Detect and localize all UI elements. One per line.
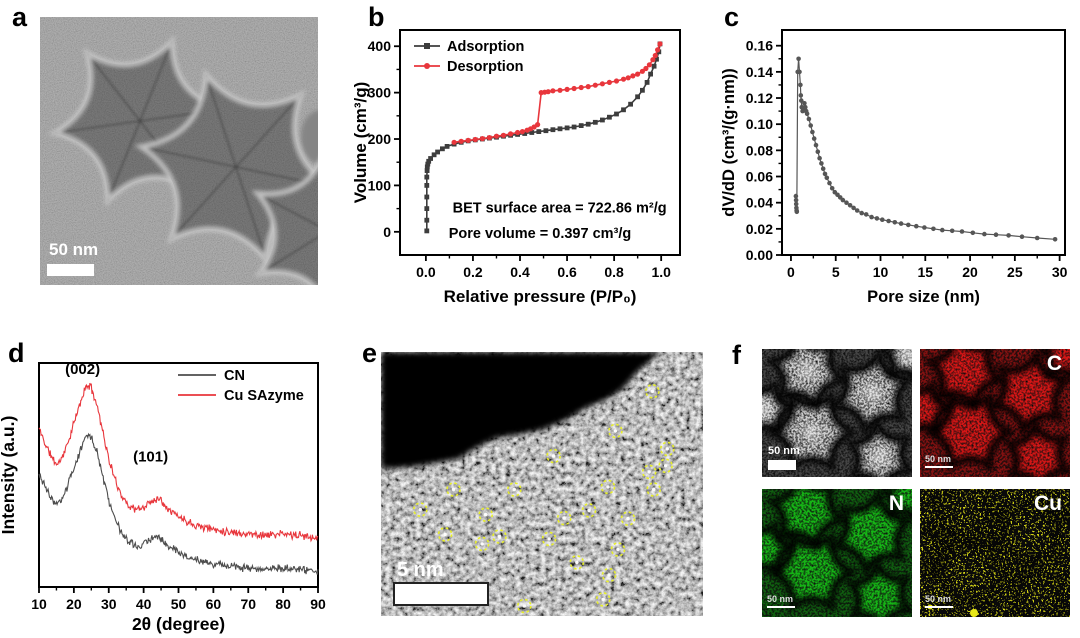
element-label-n: N bbox=[888, 492, 904, 515]
svg-text:0.6: 0.6 bbox=[557, 264, 577, 280]
svg-text:30: 30 bbox=[101, 596, 117, 612]
xrd-chart: 10 20 30 40 50 60 70 80 90 2θ (degree) Intensity (… bbox=[0, 361, 326, 634]
element-label-cu: Cu bbox=[1034, 492, 1062, 515]
eds-map-n: N 50 nm bbox=[762, 489, 912, 617]
svg-text:1.0: 1.0 bbox=[651, 264, 671, 280]
svg-text:10: 10 bbox=[873, 264, 889, 280]
svg-text:15: 15 bbox=[918, 264, 934, 280]
scale-bar bbox=[767, 606, 795, 608]
svg-text:0.4: 0.4 bbox=[510, 264, 530, 280]
scale-bar bbox=[925, 466, 953, 468]
svg-text:0.16: 0.16 bbox=[746, 38, 773, 54]
svg-text:BET surface area = 722.86 m²/g: BET surface area = 722.86 m²/g bbox=[453, 200, 667, 216]
panel-label-f: f bbox=[732, 340, 741, 370]
scale-bar-label: 50 nm bbox=[49, 240, 99, 259]
svg-text:400: 400 bbox=[368, 38, 392, 54]
svg-text:dV/dD (cm³/(g·nm)): dV/dD (cm³/(g·nm)) bbox=[720, 68, 738, 216]
svg-text:80: 80 bbox=[275, 596, 291, 612]
svg-text:0.14: 0.14 bbox=[746, 64, 773, 80]
panel-label-c: c bbox=[724, 2, 740, 32]
eds-map-c: C 50 nm bbox=[920, 349, 1070, 477]
svg-text:90: 90 bbox=[310, 596, 326, 612]
isotherm-chart: 0.0 0.2 0.4 0.6 0.8 1.0 0 100 200 300 400 Relative … bbox=[351, 29, 681, 306]
svg-text:30: 30 bbox=[1052, 264, 1068, 280]
svg-text:0.0: 0.0 bbox=[416, 264, 436, 280]
element-label-c: C bbox=[1046, 352, 1062, 375]
svg-text:100: 100 bbox=[368, 177, 392, 193]
svg-text:300: 300 bbox=[368, 85, 392, 101]
svg-text:0.10: 0.10 bbox=[746, 116, 773, 132]
panel-label-e: e bbox=[362, 338, 378, 368]
eds-map-haadf: 50 nm bbox=[762, 349, 912, 477]
panel-label-d: d bbox=[8, 338, 25, 368]
scale-bar bbox=[925, 606, 953, 608]
eds-map-haadf-canvas bbox=[762, 349, 912, 477]
svg-text:20: 20 bbox=[962, 264, 978, 280]
svg-text:0.06: 0.06 bbox=[746, 169, 773, 185]
svg-text:(101): (101) bbox=[133, 449, 168, 466]
svg-text:Cu SAzyme: Cu SAzyme bbox=[224, 388, 304, 404]
svg-text:0.04: 0.04 bbox=[746, 195, 773, 211]
svg-text:Volume (cm³/g): Volume (cm³/g) bbox=[351, 82, 370, 204]
svg-text:50: 50 bbox=[171, 596, 187, 612]
eds-map-cu: Cu 50 nm bbox=[920, 489, 1070, 617]
svg-text:60: 60 bbox=[206, 596, 222, 612]
svg-text:Adsorption: Adsorption bbox=[447, 39, 524, 55]
scale-bar bbox=[393, 582, 489, 606]
stem-image: 5 nm bbox=[381, 352, 703, 616]
svg-text:0.2: 0.2 bbox=[463, 264, 483, 280]
svg-text:25: 25 bbox=[1007, 264, 1023, 280]
scale-bar bbox=[768, 460, 796, 470]
scale-bar-label: 50 nm bbox=[767, 594, 794, 604]
svg-text:20: 20 bbox=[66, 596, 82, 612]
svg-text:40: 40 bbox=[136, 596, 152, 612]
svg-text:0.12: 0.12 bbox=[746, 90, 773, 106]
svg-text:Pore size (nm): Pore size (nm) bbox=[867, 288, 980, 306]
scale-bar bbox=[47, 264, 94, 276]
svg-text:Intensity (a.u.): Intensity (a.u.) bbox=[0, 416, 18, 535]
stem-image-canvas bbox=[381, 352, 703, 616]
scale-bar-label: 50 nm bbox=[925, 454, 952, 464]
panel-label-b: b bbox=[368, 2, 385, 32]
pore-size-chart: 0 5 10 15 20 25 30 0.00 0.02 0.04 0.06 0.08 0.10 0.12… bbox=[720, 29, 1068, 306]
scale-bar-label: 5 nm bbox=[397, 559, 444, 581]
eds-map-cu-canvas bbox=[920, 489, 1070, 617]
eds-map-c-canvas bbox=[920, 349, 1070, 477]
svg-text:0: 0 bbox=[383, 224, 391, 240]
svg-text:0.00: 0.00 bbox=[746, 247, 773, 263]
tem-image-canvas bbox=[40, 17, 318, 285]
svg-text:70: 70 bbox=[240, 596, 256, 612]
svg-text:2θ (degree): 2θ (degree) bbox=[132, 614, 225, 634]
svg-text:5: 5 bbox=[832, 264, 840, 280]
svg-text:0.8: 0.8 bbox=[604, 264, 624, 280]
svg-text:Desorption: Desorption bbox=[447, 59, 524, 75]
panel-label-a: a bbox=[12, 2, 28, 32]
svg-text:0: 0 bbox=[787, 264, 795, 280]
svg-text:Relative pressure (P/P₀): Relative pressure (P/P₀) bbox=[444, 287, 637, 306]
eds-map-n-canvas bbox=[762, 489, 912, 617]
scale-bar-label: 50 nm bbox=[925, 594, 952, 604]
svg-text:10: 10 bbox=[31, 596, 47, 612]
svg-text:Pore volume = 0.397 cm³/g: Pore volume = 0.397 cm³/g bbox=[449, 226, 632, 242]
scale-bar-label: 50 nm bbox=[768, 445, 800, 457]
svg-text:0.02: 0.02 bbox=[746, 221, 773, 237]
tem-image: 50 nm bbox=[40, 17, 318, 285]
svg-text:(002): (002) bbox=[65, 361, 100, 378]
svg-text:200: 200 bbox=[368, 131, 392, 147]
svg-text:0.08: 0.08 bbox=[746, 142, 773, 158]
svg-text:CN: CN bbox=[224, 368, 245, 384]
